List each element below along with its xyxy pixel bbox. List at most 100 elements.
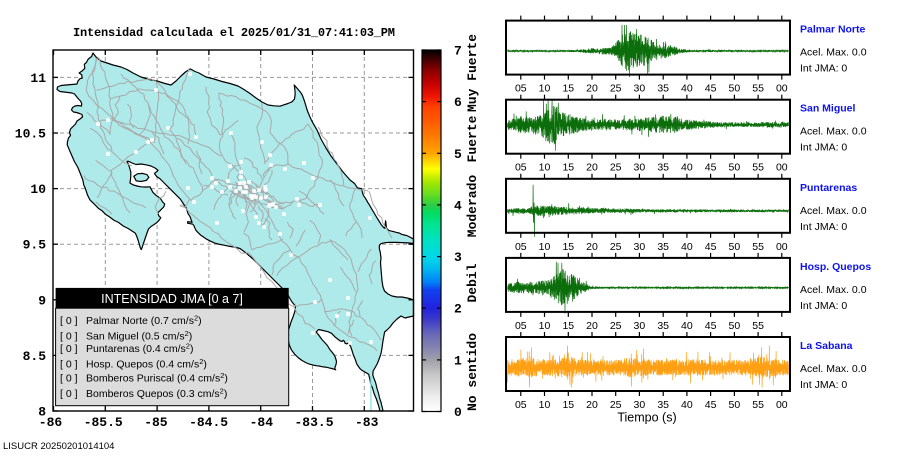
svg-text:Acel. Max. 0.0: Acel. Max. 0.0 [800, 284, 867, 296]
svg-text:Hosp. Quepos (0.4 cm/s2): Hosp. Quepos (0.4 cm/s2) [86, 357, 207, 371]
svg-text:35: 35 [657, 162, 669, 174]
svg-text:20: 20 [586, 162, 598, 174]
svg-text:Acel. Max. 0.0: Acel. Max. 0.0 [800, 205, 867, 217]
svg-text:45: 45 [705, 162, 717, 174]
svg-text:40: 40 [681, 399, 693, 411]
svg-text:25: 25 [610, 320, 622, 332]
svg-text:Int JMA: 0: Int JMA: 0 [800, 63, 847, 75]
svg-text:8.5: 8.5 [23, 349, 47, 364]
svg-text:50: 50 [729, 399, 741, 411]
svg-text:05: 05 [515, 320, 527, 332]
svg-text:Bomberos Puriscal (0.4 cm/s2): Bomberos Puriscal (0.4 cm/s2) [86, 371, 228, 385]
svg-text:40: 40 [681, 241, 693, 253]
svg-text:20: 20 [586, 320, 598, 332]
svg-text:25: 25 [610, 83, 622, 95]
svg-text:45: 45 [705, 399, 717, 411]
svg-text:25: 25 [610, 399, 622, 411]
svg-text:45: 45 [705, 83, 717, 95]
svg-text:[ 0 ]: [ 0 ] [60, 343, 78, 355]
svg-text:35: 35 [657, 399, 669, 411]
svg-text:3: 3 [454, 250, 462, 265]
svg-text:San Miguel (0.5 cm/s2): San Miguel (0.5 cm/s2) [86, 329, 192, 343]
svg-text:15: 15 [562, 320, 574, 332]
svg-text:40: 40 [681, 162, 693, 174]
svg-text:[ 0 ]: [ 0 ] [60, 330, 78, 342]
svg-text:30: 30 [634, 83, 646, 95]
svg-text:2: 2 [454, 302, 462, 317]
svg-text:50: 50 [729, 162, 741, 174]
svg-text:10: 10 [539, 83, 551, 95]
svg-text:Int JMA: 0: Int JMA: 0 [800, 221, 847, 233]
svg-text:20: 20 [586, 83, 598, 95]
svg-text:10: 10 [539, 162, 551, 174]
svg-text:Tiempo (s): Tiempo (s) [617, 411, 676, 425]
svg-text:05: 05 [515, 83, 527, 95]
svg-text:0: 0 [454, 405, 462, 420]
svg-text:Palmar Norte (0.7 cm/s2): Palmar Norte (0.7 cm/s2) [86, 313, 202, 327]
svg-text:45: 45 [705, 320, 717, 332]
svg-text:9: 9 [38, 293, 46, 308]
svg-text:Int JMA: 0: Int JMA: 0 [800, 300, 847, 312]
svg-text:10: 10 [539, 241, 551, 253]
svg-text:-85: -85 [144, 415, 168, 430]
svg-text:50: 50 [729, 241, 741, 253]
svg-text:30: 30 [634, 320, 646, 332]
svg-text:Debil: Debil [465, 263, 480, 302]
svg-text:30: 30 [634, 399, 646, 411]
svg-text:15: 15 [562, 162, 574, 174]
svg-text:-83.5: -83.5 [294, 415, 333, 430]
svg-text:-84: -84 [250, 415, 274, 430]
svg-text:30: 30 [634, 162, 646, 174]
svg-text:55: 55 [752, 162, 764, 174]
svg-text:Hosp. Quepos: Hosp. Quepos [800, 261, 871, 273]
svg-text:11: 11 [30, 71, 46, 86]
svg-text:La Sabana: La Sabana [800, 340, 853, 352]
svg-text:00: 00 [776, 83, 788, 95]
svg-text:20: 20 [586, 241, 598, 253]
svg-text:05: 05 [515, 399, 527, 411]
svg-text:10: 10 [30, 182, 46, 197]
svg-text:Acel. Max. 0.0: Acel. Max. 0.0 [800, 363, 867, 375]
svg-text:-84.5: -84.5 [189, 415, 228, 430]
svg-text:05: 05 [515, 241, 527, 253]
svg-text:15: 15 [562, 399, 574, 411]
svg-text:4: 4 [454, 198, 462, 213]
svg-text:20: 20 [586, 399, 598, 411]
svg-text:LISUCR 20250201014104: LISUCR 20250201014104 [3, 441, 114, 452]
svg-text:10: 10 [539, 320, 551, 332]
svg-text:10: 10 [539, 399, 551, 411]
svg-text:INTENSIDAD JMA [0 a 7]: INTENSIDAD JMA [0 a 7] [101, 292, 243, 306]
svg-text:55: 55 [752, 399, 764, 411]
svg-text:40: 40 [681, 320, 693, 332]
svg-text:00: 00 [776, 399, 788, 411]
svg-text:00: 00 [776, 162, 788, 174]
svg-text:Muy Fuerte: Muy Fuerte [465, 34, 480, 112]
svg-text:05: 05 [515, 162, 527, 174]
svg-text:35: 35 [657, 83, 669, 95]
svg-text:San Miguel: San Miguel [800, 103, 856, 115]
svg-text:50: 50 [729, 320, 741, 332]
svg-text:Moderado: Moderado [465, 175, 480, 238]
svg-text:7: 7 [454, 44, 462, 59]
svg-text:-86: -86 [39, 415, 63, 430]
svg-text:6: 6 [454, 95, 462, 110]
svg-text:55: 55 [752, 320, 764, 332]
svg-text:45: 45 [705, 241, 717, 253]
svg-text:Intensidad calculada el 2025/0: Intensidad calculada el 2025/01/31_07:41… [73, 26, 395, 40]
svg-text:00: 00 [776, 241, 788, 253]
svg-text:Int JMA: 0: Int JMA: 0 [800, 142, 847, 154]
svg-text:Puntarenas: Puntarenas [800, 182, 857, 194]
svg-text:1: 1 [454, 353, 462, 368]
svg-text:5: 5 [454, 147, 462, 162]
svg-text:30: 30 [634, 241, 646, 253]
svg-text:Palmar Norte: Palmar Norte [800, 24, 866, 36]
svg-text:15: 15 [562, 83, 574, 95]
svg-text:Acel. Max. 0.0: Acel. Max. 0.0 [800, 126, 867, 138]
svg-text:25: 25 [610, 241, 622, 253]
svg-text:-83: -83 [355, 415, 379, 430]
svg-text:35: 35 [657, 241, 669, 253]
svg-text:[ 0 ]: [ 0 ] [60, 315, 78, 327]
svg-text:10.5: 10.5 [15, 127, 46, 142]
svg-text:Int JMA: 0: Int JMA: 0 [800, 379, 847, 391]
svg-text:-85.5: -85.5 [84, 415, 123, 430]
